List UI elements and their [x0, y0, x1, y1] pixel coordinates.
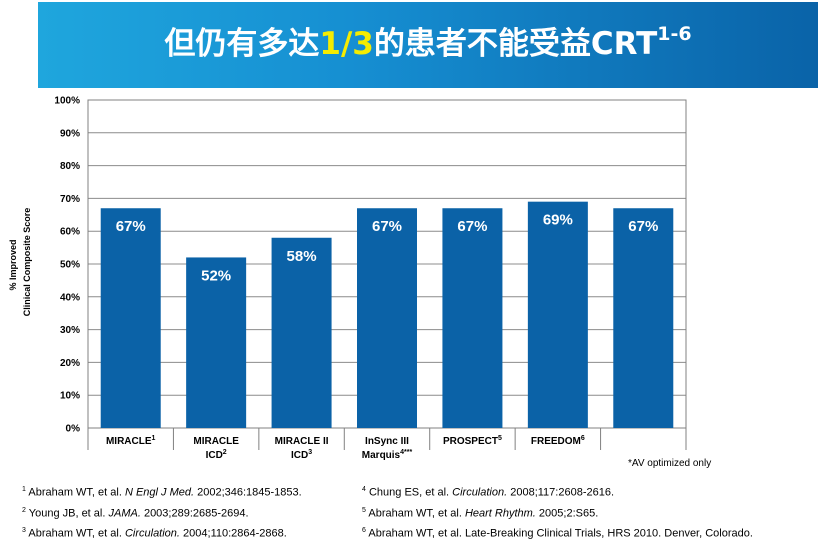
title-banner: 但仍有多达1/3的患者不能受益CRT1-6: [38, 2, 818, 88]
y-tick-label: 40%: [60, 292, 80, 303]
reference-4: 4 Chung ES, et al. Circulation. 2008;117…: [362, 486, 615, 499]
chart-bars: 67% 52% 58% 67% 67% 69% 67%: [100, 201, 674, 428]
y-tick-label: 20%: [60, 358, 80, 369]
y-tick-label: 50%: [60, 260, 80, 271]
x-category-label: InSync III: [365, 436, 409, 447]
y-tick-label: 70%: [60, 194, 80, 205]
x-category-label: FREEDOM6: [531, 435, 585, 447]
reference-5: 5 Abraham WT, et al. Heart Rhythm. 2005;…: [362, 506, 599, 520]
page-title: 但仍有多达1/3的患者不能受益CRT1-6: [38, 18, 818, 63]
reference-6: 6 Abraham WT, et al. Late-Breaking Clini…: [362, 527, 753, 540]
y-tick-label: 10%: [60, 391, 80, 402]
references-left: 1 Abraham WT, et al. N Engl J Med. 2002;…: [22, 481, 302, 543]
footnote-av-optimized: *AV optimized only: [628, 458, 712, 469]
chart-y-ticks: 0% 10% 20% 30% 40% 50% 60% 70% 80% 90% 100%: [54, 96, 80, 435]
chart-x-categories: MIRACLE1 MIRACLE ICD2 MIRACLE II ICD3 InSync …: [106, 435, 585, 461]
bar: [613, 208, 674, 428]
bar: [527, 201, 588, 428]
x-category-label: MIRACLE II: [275, 436, 329, 447]
title-highlight: 1/3: [319, 26, 374, 62]
x-category-label-line2: ICD2: [206, 449, 227, 461]
y-tick-label: 90%: [60, 128, 80, 139]
x-category-label: MIRACLE1: [106, 435, 156, 447]
x-category-label: MIRACLE: [193, 436, 239, 447]
bar-value-label: 69%: [543, 212, 573, 229]
bar: [100, 208, 161, 428]
x-category-label-line2: ICD3: [291, 449, 312, 461]
y-tick-label: 80%: [60, 161, 80, 172]
bar-value-label: 52%: [201, 267, 231, 284]
y-tick-label: 60%: [60, 227, 80, 238]
bar-value-label: 58%: [287, 248, 317, 265]
bar-value-label: 67%: [372, 218, 402, 235]
bar: [271, 237, 332, 428]
title-prefix: 但仍有多达: [164, 26, 320, 62]
reference-1: 1 Abraham WT, et al. N Engl J Med. 2002;…: [22, 486, 302, 499]
reference-3: 3 Abraham WT, et al. Circulation. 2004;1…: [22, 527, 287, 540]
y-axis-label-line2: Clinical Composite Score: [22, 208, 32, 317]
y-tick-label: 100%: [54, 96, 80, 107]
bar-chart: 67% 52% 58% 67% 67% 69% 67% 0% 10% 20% 30% 40% 50% 6…: [8, 96, 687, 461]
y-tick-label: 30%: [60, 325, 80, 336]
y-axis-label-line1: % Improved: [8, 239, 18, 290]
x-category-label: PROSPECT5: [443, 435, 502, 447]
title-suffix: 的患者不能受益CRT: [373, 26, 658, 62]
references-right: 4 Chung ES, et al. Circulation. 2008;117…: [362, 481, 753, 543]
bar: [442, 208, 503, 428]
bar-value-label: 67%: [628, 218, 658, 235]
reference-2: 2 Young JB, et al. JAMA. 2003;289:2685-2…: [22, 506, 249, 520]
bar-value-label: 67%: [457, 218, 487, 235]
y-tick-label: 0%: [66, 424, 81, 435]
x-category-label-line2: Marquis4***: [362, 449, 413, 461]
bar: [357, 208, 417, 428]
bar: [186, 257, 247, 428]
bar-value-label: 67%: [116, 218, 146, 235]
title-superscript: 1-6: [657, 23, 692, 45]
